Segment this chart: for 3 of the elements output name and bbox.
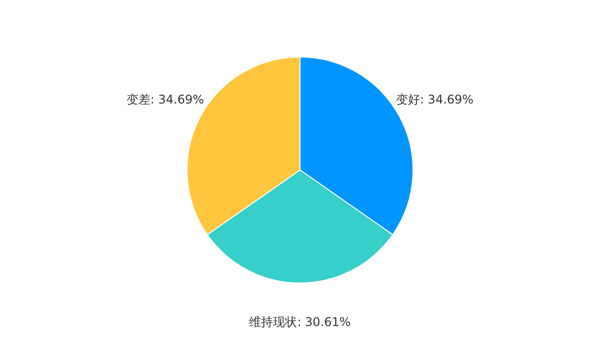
slice-label: 变好: 34.69%: [396, 92, 474, 107]
slice-label: 维持现状: 30.61%: [249, 315, 351, 329]
slice-label: 变差: 34.69%: [126, 92, 204, 107]
